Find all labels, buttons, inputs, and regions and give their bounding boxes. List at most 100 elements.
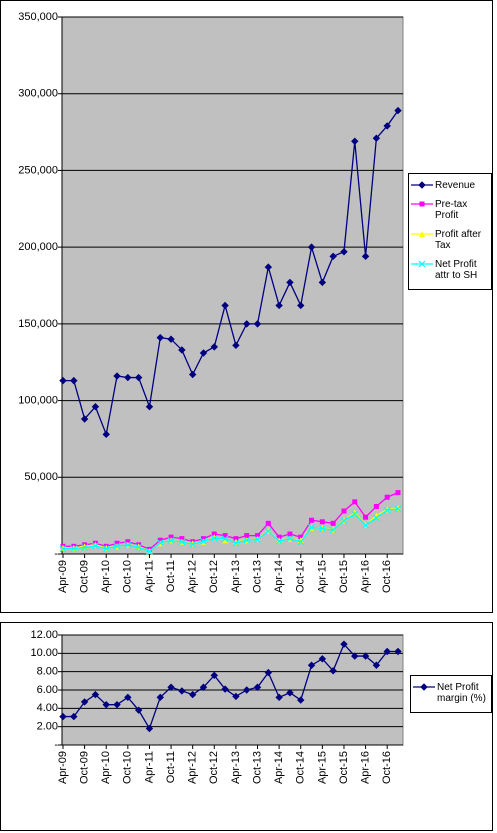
legend-item: Profit after Tax [409, 229, 489, 251]
marker [276, 534, 282, 540]
marker [329, 252, 337, 261]
marker [124, 541, 132, 549]
marker [318, 655, 327, 663]
marker [179, 536, 185, 542]
marker [59, 376, 67, 385]
marker [232, 539, 240, 547]
marker [178, 346, 186, 354]
legend-item: Net Profit margin (%) [411, 682, 489, 704]
marker [373, 503, 379, 509]
marker [200, 536, 206, 542]
marker [145, 403, 154, 411]
legend-label: Pre-tax Profit [435, 199, 468, 221]
marker [308, 523, 315, 531]
marker [254, 535, 261, 543]
legend-label: Revenue [435, 180, 476, 191]
y-tick-label: 150,000 [18, 318, 58, 330]
marker [275, 537, 283, 545]
y-tick-label: 8.00 [37, 666, 58, 678]
marker [80, 415, 89, 423]
marker [383, 506, 391, 514]
marker [102, 545, 110, 553]
marker [340, 640, 348, 648]
marker [189, 540, 196, 547]
x-tick-label: Oct-16 [381, 751, 393, 784]
marker [211, 531, 217, 537]
x-tick-label: Apr-12 [187, 751, 199, 784]
y-tick-label: 100,000 [18, 394, 58, 406]
marker [351, 510, 359, 518]
marker [395, 490, 401, 496]
marker [189, 540, 197, 548]
x-tick-label: Apr-14 [273, 560, 285, 593]
marker [221, 685, 229, 693]
marker [146, 547, 153, 555]
marker [351, 652, 359, 660]
marker [232, 341, 240, 350]
marker [319, 519, 325, 525]
marker [156, 539, 164, 547]
marker [244, 533, 250, 539]
marker [178, 538, 186, 546]
marker [297, 538, 305, 546]
marker [70, 545, 78, 553]
marker [361, 252, 370, 261]
x-tick-label: Oct-15 [338, 751, 350, 784]
marker [341, 508, 347, 514]
marker [286, 278, 294, 287]
marker [168, 534, 174, 540]
marker [113, 700, 121, 709]
marker [372, 661, 381, 669]
marker [297, 696, 305, 704]
marker [394, 647, 402, 656]
marker [200, 537, 207, 545]
marker [394, 106, 402, 115]
x-tick-label: Oct-10 [122, 751, 134, 784]
y-tick-label: 12.00 [30, 629, 58, 641]
y-tick-label: 6.00 [37, 684, 58, 696]
marker [80, 698, 89, 706]
y-tick-label: 2.00 [37, 721, 58, 733]
marker [188, 690, 197, 699]
marker [102, 430, 110, 439]
marker [362, 521, 370, 529]
marker [221, 301, 229, 310]
x-tick-label: Oct-11 [165, 751, 177, 783]
x-tick-label: Apr-16 [359, 751, 371, 784]
marker [199, 683, 208, 691]
marker [330, 520, 336, 526]
y-tick-label: 4.00 [37, 702, 58, 714]
legend-swatch [411, 231, 433, 237]
legend-swatch [411, 181, 433, 189]
marker [265, 520, 271, 526]
marker [134, 706, 143, 714]
marker [114, 540, 120, 546]
marker [91, 690, 100, 699]
marker [167, 537, 175, 544]
legend: Revenue Pre-tax Profit Profit after Tax Net… [408, 173, 492, 290]
marker [329, 526, 337, 534]
marker [318, 525, 326, 532]
marker [307, 661, 316, 669]
marker [243, 320, 251, 328]
marker [255, 533, 261, 539]
marker [286, 689, 294, 697]
x-tick-label: Apr-10 [100, 560, 112, 593]
marker [178, 687, 186, 695]
x-tick-label: Oct-16 [381, 560, 393, 593]
legend-item: Net Profit attr to SH [409, 259, 489, 281]
marker [361, 652, 370, 660]
marker [418, 181, 426, 189]
marker [81, 544, 89, 551]
x-tick-label: Apr-14 [273, 751, 285, 784]
marker [210, 671, 218, 680]
y-tick-label: 50,000 [24, 471, 58, 483]
y-tick-label: 200,000 [18, 241, 58, 253]
marker [352, 499, 358, 505]
marker [113, 542, 121, 550]
marker [329, 667, 337, 675]
marker [135, 543, 143, 551]
marker [210, 343, 218, 351]
marker [340, 517, 348, 525]
